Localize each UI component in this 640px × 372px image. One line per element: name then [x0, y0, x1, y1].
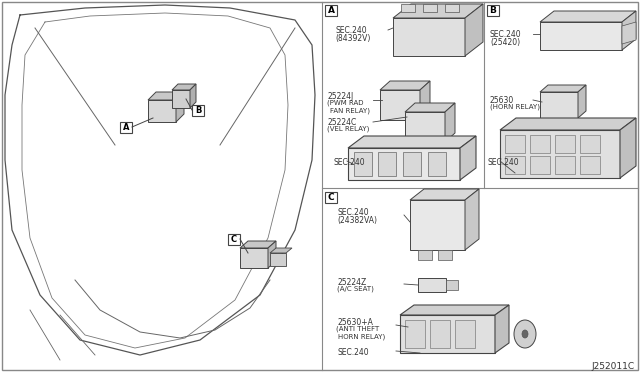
Polygon shape	[268, 241, 276, 268]
Polygon shape	[403, 152, 421, 176]
Text: (A/C SEAT): (A/C SEAT)	[337, 286, 374, 292]
Polygon shape	[620, 118, 636, 178]
Bar	[325, 5, 337, 16]
Polygon shape	[455, 320, 475, 348]
Polygon shape	[270, 253, 286, 266]
Polygon shape	[400, 315, 495, 353]
Text: B: B	[490, 6, 497, 15]
Polygon shape	[446, 280, 458, 290]
Text: 25630: 25630	[490, 96, 515, 105]
Polygon shape	[430, 320, 450, 348]
Polygon shape	[438, 250, 452, 260]
Text: 25224J: 25224J	[327, 92, 353, 101]
Polygon shape	[622, 11, 636, 50]
Polygon shape	[505, 156, 525, 174]
Polygon shape	[500, 118, 636, 130]
Polygon shape	[348, 136, 476, 148]
Bar	[487, 5, 499, 16]
Polygon shape	[418, 278, 446, 292]
Ellipse shape	[522, 330, 528, 338]
Ellipse shape	[514, 320, 536, 348]
Text: SEC.240: SEC.240	[335, 26, 367, 35]
Polygon shape	[423, 4, 437, 12]
Polygon shape	[405, 320, 425, 348]
Polygon shape	[240, 248, 268, 268]
Text: HORN RELAY): HORN RELAY)	[338, 334, 385, 340]
Polygon shape	[420, 81, 430, 120]
Bar	[228, 234, 240, 245]
Polygon shape	[530, 156, 550, 174]
Polygon shape	[495, 305, 509, 353]
Polygon shape	[555, 156, 575, 174]
Polygon shape	[530, 135, 550, 153]
Polygon shape	[176, 92, 184, 122]
Polygon shape	[348, 148, 460, 180]
Polygon shape	[172, 90, 190, 108]
Text: B: B	[195, 106, 201, 115]
Polygon shape	[445, 4, 459, 12]
Polygon shape	[555, 135, 575, 153]
Polygon shape	[190, 84, 196, 108]
Polygon shape	[380, 90, 420, 120]
Text: (25420): (25420)	[490, 38, 520, 47]
Text: SEC.240: SEC.240	[337, 348, 369, 357]
Polygon shape	[428, 152, 446, 176]
Polygon shape	[400, 305, 509, 315]
Polygon shape	[172, 84, 196, 90]
Text: 25630+A: 25630+A	[337, 318, 373, 327]
Polygon shape	[378, 152, 396, 176]
Text: SEC.240: SEC.240	[337, 208, 369, 217]
Polygon shape	[465, 4, 483, 56]
Polygon shape	[405, 103, 455, 112]
Polygon shape	[540, 22, 622, 50]
Polygon shape	[445, 103, 455, 142]
Polygon shape	[148, 92, 184, 100]
Polygon shape	[460, 136, 476, 180]
Text: (HORN RELAY): (HORN RELAY)	[490, 104, 540, 110]
Polygon shape	[418, 250, 432, 260]
Bar	[192, 105, 204, 116]
Text: A: A	[123, 123, 129, 132]
Polygon shape	[240, 241, 276, 248]
Text: (VEL RELAY): (VEL RELAY)	[327, 126, 369, 132]
Text: A: A	[328, 6, 335, 15]
Polygon shape	[410, 189, 479, 200]
Text: 25224Z: 25224Z	[337, 278, 366, 287]
Text: SEC.240: SEC.240	[487, 158, 518, 167]
Polygon shape	[401, 4, 415, 12]
Polygon shape	[578, 85, 586, 118]
Text: C: C	[231, 235, 237, 244]
Text: (84392V): (84392V)	[335, 34, 371, 43]
Polygon shape	[580, 135, 600, 153]
Text: (PWM RAD: (PWM RAD	[327, 100, 364, 106]
Polygon shape	[540, 85, 586, 92]
Text: SEC.240: SEC.240	[490, 30, 522, 39]
Polygon shape	[540, 11, 636, 22]
Text: C: C	[328, 193, 334, 202]
Polygon shape	[500, 130, 620, 178]
Polygon shape	[393, 4, 483, 18]
Polygon shape	[410, 200, 465, 250]
Polygon shape	[148, 100, 176, 122]
Text: J252011C: J252011C	[592, 362, 635, 371]
Polygon shape	[580, 156, 600, 174]
Polygon shape	[380, 81, 430, 90]
Polygon shape	[270, 248, 292, 253]
Bar	[325, 192, 337, 203]
Polygon shape	[393, 18, 465, 56]
Bar	[120, 122, 132, 133]
Text: SEC.240: SEC.240	[333, 158, 365, 167]
Polygon shape	[465, 189, 479, 250]
Text: (24382VA): (24382VA)	[337, 216, 377, 225]
Text: (ANTI THEFT: (ANTI THEFT	[336, 326, 380, 333]
Polygon shape	[505, 135, 525, 153]
Polygon shape	[354, 152, 372, 176]
Polygon shape	[622, 22, 636, 44]
Text: FAN RELAY): FAN RELAY)	[330, 108, 370, 115]
Polygon shape	[540, 92, 578, 118]
Polygon shape	[405, 112, 445, 142]
Text: 25224C: 25224C	[327, 118, 356, 127]
